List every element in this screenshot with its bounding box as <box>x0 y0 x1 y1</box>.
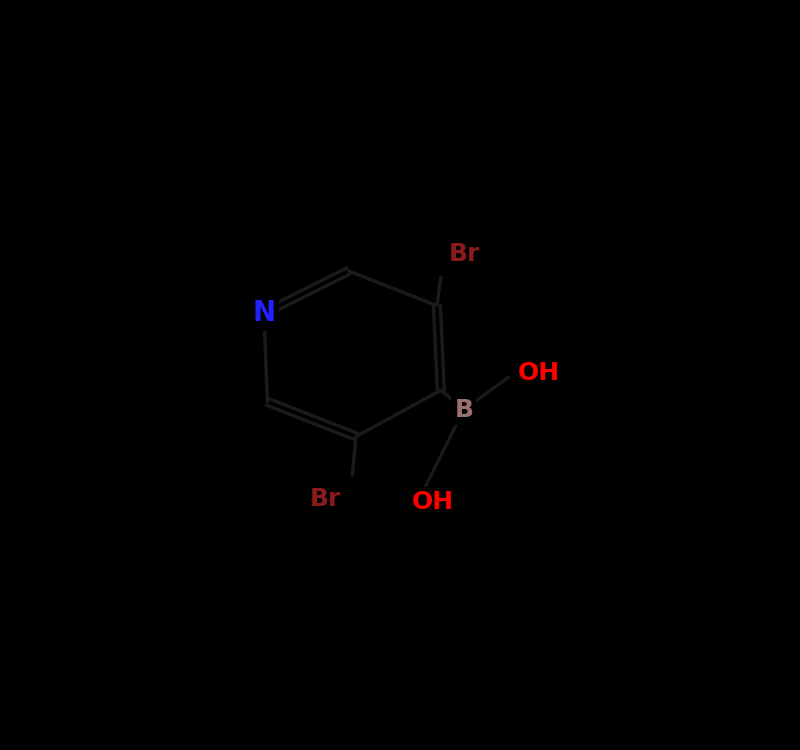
Text: OH: OH <box>518 362 560 386</box>
Text: Br: Br <box>449 242 480 266</box>
Text: Br: Br <box>310 487 341 511</box>
Text: N: N <box>252 299 275 327</box>
Text: OH: OH <box>412 490 454 514</box>
Text: B: B <box>454 398 474 422</box>
